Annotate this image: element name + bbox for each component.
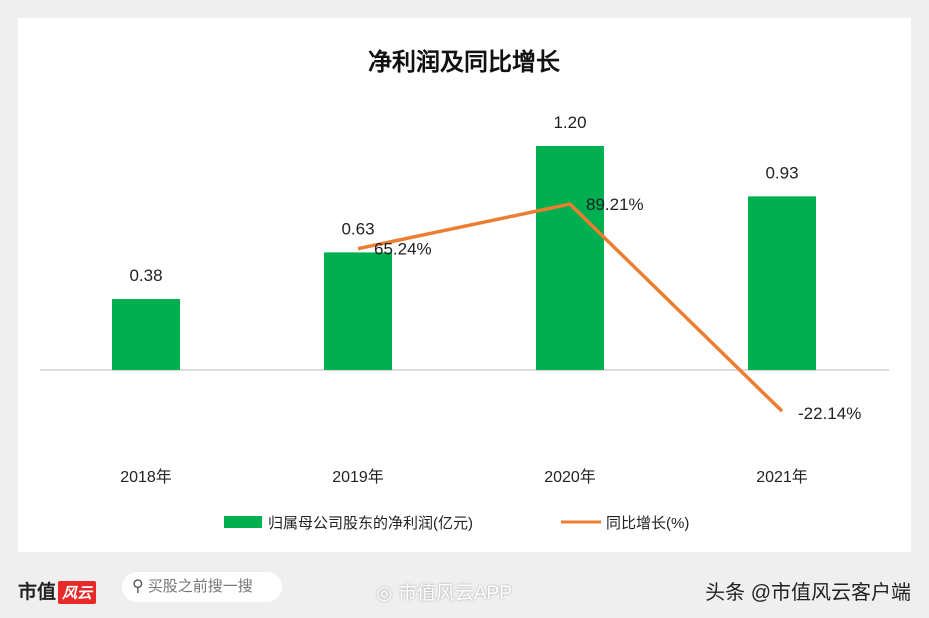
x-tick-label: 2021年 [756,468,808,486]
x-tick-label: 2020年 [544,468,596,486]
search-placeholder: 买股之前搜一搜 [147,578,253,595]
bar [536,145,604,370]
logo-text: 市值 [18,582,57,603]
legend-swatch-bar [224,516,262,528]
legend-label-bar: 归属母公司股东的净利润(亿元) [268,515,473,532]
x-tick-label: 2018年 [120,468,172,486]
logo: 市值 风云 [18,577,97,604]
x-tick-label: 2019年 [332,468,384,486]
line-data-label: 89.21% [586,195,644,214]
bar [324,252,392,370]
weibo-icon: ◎ [376,583,393,604]
bar-data-label: 0.93 [765,163,798,182]
line-data-label: 65.24% [374,240,432,259]
chart-title: 净利润及同比增长 [368,48,561,76]
bar-data-label: 0.63 [341,219,374,238]
weibo-watermark: ◎ 市值风云APP [376,578,512,605]
legend-label-line: 同比增长(%) [606,515,689,532]
logo-badge: 风云 [58,581,97,604]
chart-card: 净利润及同比增长 0.38 0.63 1.20 0.93 65.24% 89.21% -2… [18,18,911,552]
footer: 市值 风云 ⚲ 买股之前搜一搜 ◎ 市值风云APP 头条 @市值风云客户端 [0,560,929,618]
chart-svg: 净利润及同比增长 0.38 0.63 1.20 0.93 65.24% 89.21% -2… [40,48,889,532]
search-input[interactable]: ⚲ 买股之前搜一搜 [122,572,282,602]
bar [112,299,180,370]
weibo-text: 市值风云APP [397,583,512,604]
legend: 归属母公司股东的净利润(亿元) 同比增长(%) [224,515,689,532]
bar-data-label: 0.38 [129,266,162,285]
line-data-label: -22.14% [798,404,861,423]
toutiao-credit: 头条 @市值风云客户端 [705,582,911,604]
bar [748,196,816,370]
bar-data-label: 1.20 [553,113,586,132]
search-icon: ⚲ [132,578,144,595]
